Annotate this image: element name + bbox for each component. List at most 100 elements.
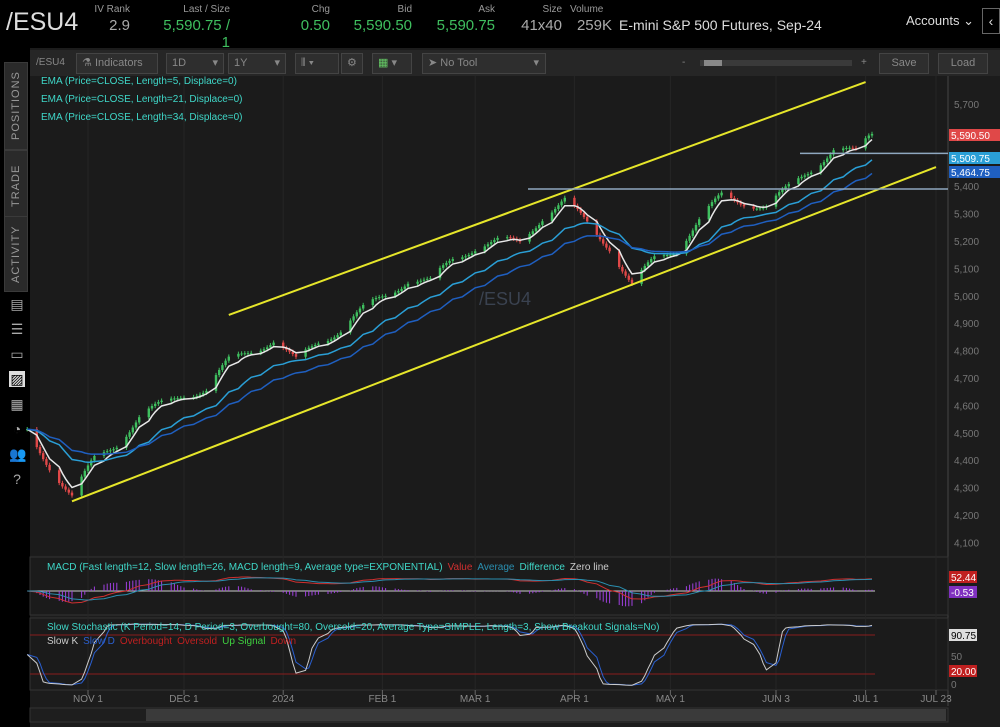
candle-body — [685, 240, 688, 254]
candle-body — [394, 292, 397, 296]
candle-body — [400, 288, 403, 291]
candle-body — [403, 286, 406, 289]
x-tick-label: NOV 1 — [73, 694, 103, 705]
quote-field-label: Volume — [570, 4, 604, 15]
scrollbar-thumb[interactable] — [146, 709, 946, 721]
macd-diff-bg — [949, 586, 977, 598]
y-tick-label: 4,300 — [954, 484, 979, 495]
macd-legend-item: MACD (Fast length=12, Slow length=26, MA… — [47, 562, 443, 573]
chart-style-button[interactable]: ⫴ ▾ — [295, 53, 339, 74]
candle-body — [806, 174, 810, 176]
quote-field-label: Bid — [397, 4, 412, 15]
candle-body — [602, 239, 605, 244]
quote-field-label: Last / Size — [183, 4, 230, 15]
candle-body — [643, 265, 646, 270]
zoom-slider[interactable] — [700, 60, 852, 66]
candle-body — [58, 470, 61, 483]
candle-body — [550, 212, 554, 222]
grid-icon[interactable]: ▦ — [10, 396, 24, 412]
candle-body — [227, 356, 230, 361]
candle-body — [362, 305, 365, 309]
save-button[interactable]: Save — [879, 53, 929, 74]
candle-body — [61, 482, 64, 487]
candle-body — [272, 342, 275, 346]
zoom-slider-thumb[interactable] — [704, 60, 722, 66]
stoch-value-bg — [949, 629, 977, 641]
candle-body — [554, 208, 557, 213]
candle-body — [294, 354, 298, 357]
macd-average-line — [27, 577, 873, 601]
drawings-button[interactable]: ▦ ▾ — [372, 53, 412, 74]
indicators-button[interactable]: ⚗ Indicators — [76, 53, 158, 74]
study-label-ema34[interactable]: EMA (Price=CLOSE, Length=34, Displace=0) — [41, 112, 243, 123]
candle-body — [205, 390, 208, 393]
chart-icon[interactable]: ▨ — [9, 371, 25, 387]
quote-field: Bid 5,590.50 — [335, 4, 412, 34]
zoom-in-button[interactable]: + — [861, 57, 867, 68]
x-tick-label: JUL 1 — [853, 694, 879, 705]
candle-body — [80, 476, 83, 496]
gauge-icon[interactable]: ◔ — [12, 421, 22, 437]
candle-body — [330, 339, 333, 341]
settings-button[interactable]: ⚙ — [341, 53, 363, 74]
quote-header: /ESU4 IV Rank 2.9 Last / Size 5,590.75 / 1 C… — [0, 0, 1000, 51]
help-icon[interactable]: ? — [13, 471, 21, 487]
period-select[interactable]: 1Y ▾ — [228, 53, 286, 74]
candle-body — [83, 470, 86, 477]
tv-icon[interactable]: ▭ — [10, 346, 24, 362]
x-tick-label: APR 1 — [560, 694, 589, 705]
macd-legend-item: Zero line — [570, 562, 609, 573]
candle-body — [826, 158, 829, 163]
clipboard-icon[interactable]: ▤ — [10, 296, 24, 312]
candle-body — [752, 206, 755, 209]
candle-body — [778, 192, 781, 196]
macd-diff-label: -0.53 — [951, 588, 974, 599]
candle-body — [563, 197, 566, 202]
candle-body — [416, 281, 419, 284]
candles-icon: ⫴ ▾ — [301, 57, 315, 69]
study-label-ema21[interactable]: EMA (Price=CLOSE, Length=21, Displace=0) — [41, 94, 243, 105]
candle-body — [608, 247, 611, 252]
candle-body — [38, 447, 42, 454]
candle-body — [720, 192, 723, 196]
zoom-out-button[interactable]: - — [682, 57, 686, 68]
candle-body — [474, 251, 477, 254]
people-icon[interactable]: 👥 — [9, 446, 27, 462]
candle-body — [266, 347, 269, 350]
toolbar-symbol: /ESU4 — [36, 57, 65, 68]
quote-field: Chg 0.50 — [250, 4, 330, 34]
channel-lower-line — [71, 166, 937, 503]
drawing-tool-select[interactable]: ➤ No Tool ▾ — [422, 53, 546, 74]
tool-value: No Tool — [440, 57, 478, 69]
price-label: 5,590.50 — [951, 131, 990, 142]
candle-body — [573, 197, 576, 206]
candle-body — [173, 398, 176, 400]
ema21-line — [27, 159, 873, 464]
accounts-button[interactable]: Accounts ⌄ — [906, 13, 974, 29]
candle-body — [691, 230, 694, 236]
stoch-legend: Slow K Slow D Overbought Oversold Up Signal D… — [47, 636, 296, 647]
aggregation-select[interactable]: 1D ▾ — [166, 53, 224, 74]
candle-body — [128, 432, 131, 437]
candle-body — [282, 342, 285, 348]
candle-body — [582, 212, 586, 217]
load-button[interactable]: Load — [938, 53, 988, 74]
candle-body — [848, 147, 851, 149]
candle-body — [688, 235, 691, 241]
candle-body — [662, 255, 666, 257]
candle-body — [262, 349, 266, 351]
flask-icon: ⚗ — [82, 57, 92, 69]
stoch-oversold-bg — [949, 665, 977, 677]
candle-body — [179, 398, 182, 400]
study-label-ema5[interactable]: EMA (Price=CLOSE, Length=5, Displace=0) — [41, 76, 237, 87]
candle-body — [326, 340, 330, 344]
dropdown-arrow-icon: ▾ — [274, 57, 280, 69]
price-label: 5,509.75 — [951, 154, 990, 165]
quote-field-value: 5,590.75 / 1 — [163, 17, 230, 51]
candle-body — [851, 147, 854, 149]
list-icon[interactable]: ☰ — [10, 321, 24, 337]
symbol[interactable]: /ESU4 — [6, 8, 79, 36]
candle-body — [755, 208, 758, 210]
quote-field: Volume 259K — [570, 4, 612, 34]
